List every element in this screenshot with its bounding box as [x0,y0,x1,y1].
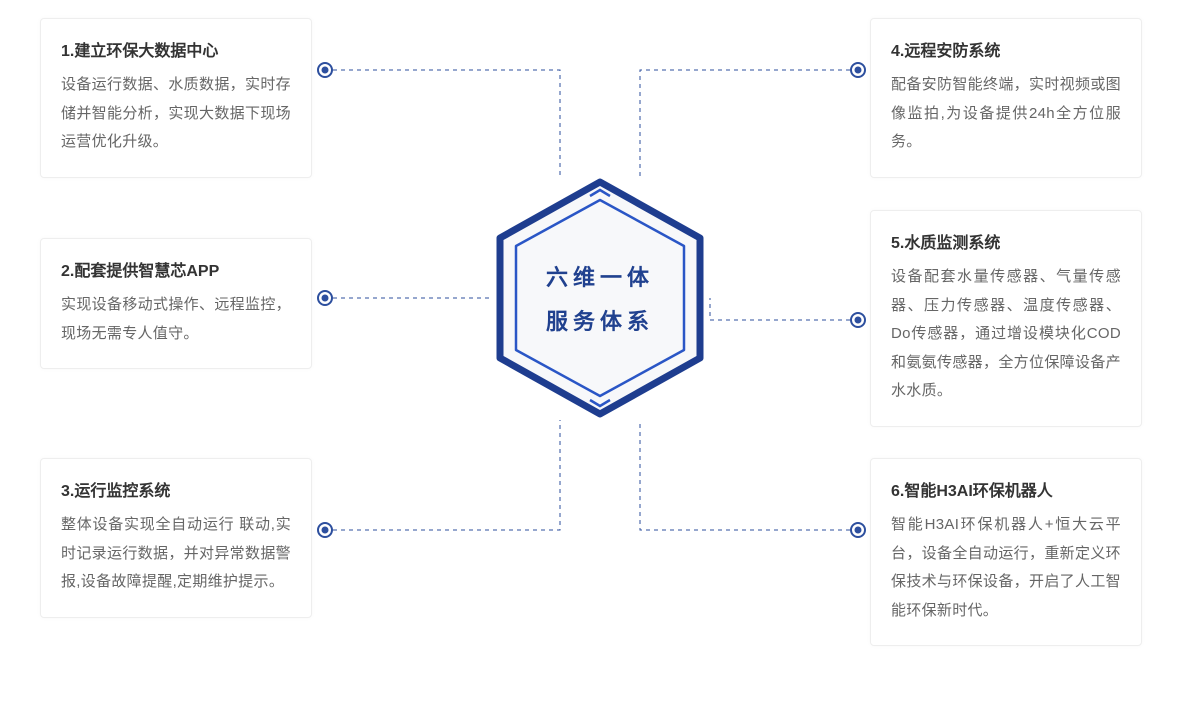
card-title: 1.建立环保大数据中心 [61,37,291,61]
card-title: 2.配套提供智慧芯APP [61,257,291,281]
card-title: 4.远程安防系统 [891,37,1121,61]
card-desc: 设备配套水量传感器、气量传感器、压力传感器、温度传感器、Do传感器，通过增设模块… [891,263,1121,406]
card-desc: 整体设备实现全自动运行 联动,实时记录运行数据，并对异常数据警报,设备故障提醒,… [61,511,291,597]
card-desc: 配备安防智能终端，实时视频或图像监拍,为设备提供24h全方位服务。 [891,71,1121,157]
hex-line-2: 服务体系 [546,304,654,336]
card-desc: 智能H3AI环保机器人+恒大云平台，设备全自动运行，重新定义环保技术与环保设备，… [891,511,1121,625]
card-5: 5.水质监测系统 设备配套水量传感器、气量传感器、压力传感器、温度传感器、Do传… [870,210,1142,427]
center-hexagon: 六维一体 服务体系 [490,176,710,420]
card-4: 4.远程安防系统 配备安防智能终端，实时视频或图像监拍,为设备提供24h全方位服… [870,18,1142,178]
card-3: 3.运行监控系统 整体设备实现全自动运行 联动,实时记录运行数据，并对异常数据警… [40,458,312,618]
hexagon-label: 六维一体 服务体系 [490,176,710,420]
card-title: 3.运行监控系统 [61,477,291,501]
card-2: 2.配套提供智慧芯APP 实现设备移动式操作、远程监控，现场无需专人值守。 [40,238,312,369]
card-6: 6.智能H3AI环保机器人 智能H3AI环保机器人+恒大云平台，设备全自动运行，… [870,458,1142,646]
card-desc: 实现设备移动式操作、远程监控，现场无需专人值守。 [61,291,291,348]
card-1: 1.建立环保大数据中心 设备运行数据、水质数据，实时存储并智能分析，实现大数据下… [40,18,312,178]
card-title: 6.智能H3AI环保机器人 [891,477,1121,501]
hex-line-1: 六维一体 [546,260,654,292]
card-desc: 设备运行数据、水质数据，实时存储并智能分析，实现大数据下现场运营优化升级。 [61,71,291,157]
card-title: 5.水质监测系统 [891,229,1121,253]
